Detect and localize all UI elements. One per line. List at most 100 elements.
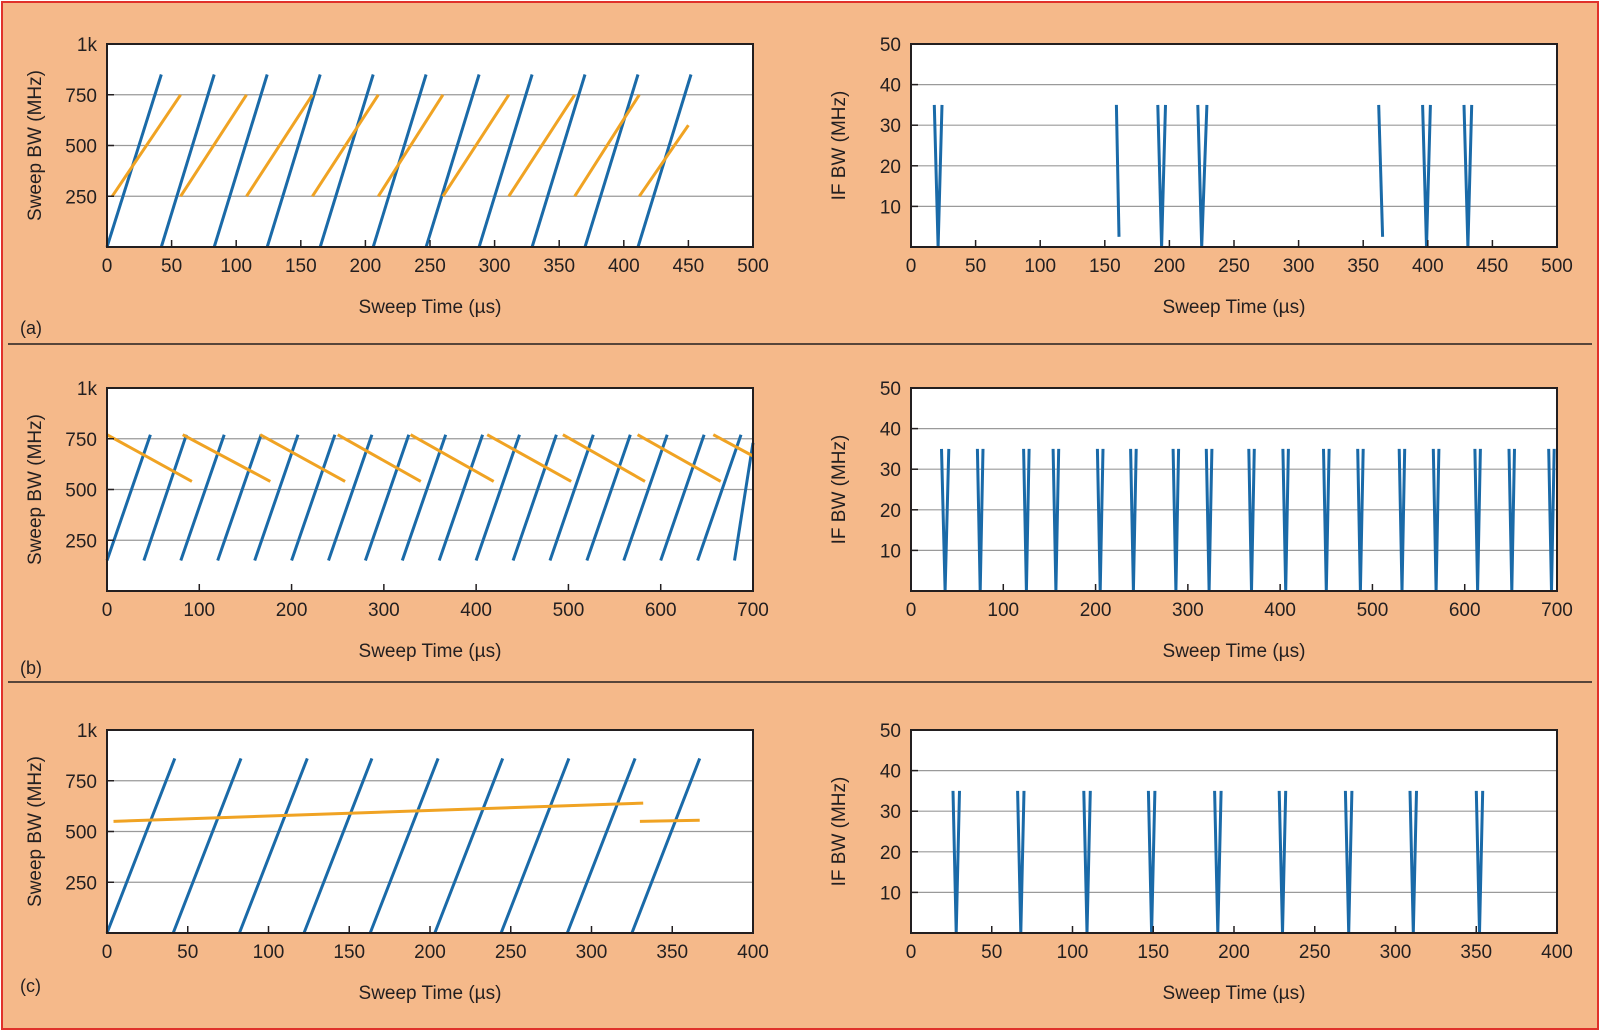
x-tick-label: 500: [737, 256, 769, 277]
x-tick-label: 100: [220, 256, 252, 277]
y-axis-label: Sweep BW (MHz): [25, 414, 46, 565]
y-tick-label: 500: [65, 823, 97, 844]
x-tick-label: 400: [1264, 600, 1296, 621]
y-tick-label: 20: [880, 157, 901, 178]
blue-sweep-trace: [212, 74, 269, 248]
orange-sweep-trace: [245, 93, 314, 198]
x-tick-label: 50: [965, 256, 986, 277]
x-tick-label: 300: [576, 942, 608, 963]
blue-sweep-trace: [530, 74, 587, 248]
y-tick-label: 50: [880, 35, 901, 56]
x-tick-label: 200: [1218, 942, 1250, 963]
x-tick-label: 350: [656, 942, 688, 963]
orange-sweep-trace: [311, 93, 380, 198]
x-tick-label: 300: [479, 256, 511, 277]
y-tick-label: 250: [65, 873, 97, 894]
y-tick-label: 1k: [77, 35, 98, 56]
x-tick-label: 0: [102, 256, 113, 277]
panel-label-a: (a): [20, 318, 42, 338]
x-tick-label: 500: [1541, 256, 1573, 277]
x-tick-label: 350: [1460, 942, 1492, 963]
orange-sweep-trace: [573, 93, 641, 198]
blue-sweep-trace: [696, 434, 743, 561]
blue-sweep-trace: [433, 757, 505, 934]
blue-sweep-trace: [318, 74, 375, 248]
x-tick-label: 50: [161, 256, 182, 277]
x-tick-label: 400: [608, 256, 640, 277]
x-tick-label: 400: [1412, 256, 1444, 277]
x-axis-label: Sweep Time (µs): [1163, 297, 1306, 318]
x-tick-label: 150: [285, 256, 317, 277]
x-tick-label: 100: [1057, 942, 1089, 963]
x-tick-label: 350: [1347, 256, 1379, 277]
y-tick-label: 750: [65, 430, 97, 451]
x-tick-label: 700: [737, 600, 769, 621]
y-axis-label: Sweep BW (MHz): [25, 70, 46, 221]
y-tick-label: 50: [880, 721, 901, 742]
chart-a-left: 0 50 100 150 200 250 300 350 400 450 500 250 500 750 1…: [25, 35, 769, 318]
blue-sweep-trace: [105, 757, 177, 934]
y-tick-label: 750: [65, 772, 97, 793]
x-axis-label: Sweep Time (µs): [1163, 983, 1306, 1004]
chart-b-right: 0 100 200 300 400 500 600 700 10 20 30 40 50 Sweep Ti…: [829, 379, 1573, 662]
blue-sweep-trace: [622, 434, 669, 561]
x-tick-label: 250: [414, 256, 446, 277]
x-tick-label: 100: [1024, 256, 1056, 277]
blue-sweep-trace: [363, 434, 411, 561]
x-tick-label: 250: [1299, 942, 1331, 963]
blue-sweep-trace: [368, 757, 440, 934]
blue-sweep-trace: [659, 434, 706, 561]
blue-sweep-trace: [548, 434, 595, 561]
blue-sweep-trace: [265, 74, 322, 248]
blue-sweep-trace: [179, 434, 226, 561]
orange-sweep-trace: [636, 433, 722, 483]
blue-sweep-trace: [216, 434, 263, 561]
x-tick-label: 500: [1357, 600, 1389, 621]
blue-sweep-trace: [499, 757, 571, 934]
x-tick-label: 600: [1449, 600, 1481, 621]
x-tick-label: 300: [368, 600, 400, 621]
panel-label-c: (c): [20, 976, 41, 996]
plot-frame: [910, 387, 1558, 592]
x-tick-label: 150: [1089, 256, 1121, 277]
x-tick-label: 450: [673, 256, 705, 277]
blue-sweep-trace: [565, 757, 637, 934]
x-tick-label: 0: [906, 600, 917, 621]
x-tick-label: 100: [183, 600, 215, 621]
orange-sweep-trace: [712, 433, 754, 458]
orange-sweep-trace: [562, 433, 646, 483]
orange-sweep-trace: [113, 801, 644, 823]
blue-sweep-trace: [630, 757, 702, 934]
x-tick-label: 350: [543, 256, 575, 277]
panel-label-b: (b): [20, 658, 42, 678]
chart-c-left: 0 50 100 150 200 250 300 350 400 250 500 750 1k Sweep…: [25, 721, 769, 1004]
x-tick-label: 700: [1541, 600, 1573, 621]
orange-sweep-trace: [409, 433, 495, 483]
x-tick-label: 0: [102, 600, 113, 621]
chart-c-right: 0 50 100 150 200 250 300 350 400 10 20 30 40 50 Sweep …: [829, 721, 1573, 1004]
orange-sweep-trace: [507, 93, 576, 198]
blue-sweep-trace: [290, 434, 337, 561]
x-tick-label: 0: [906, 256, 917, 277]
orange-sweep-trace: [181, 433, 272, 483]
orange-sweep-trace: [106, 433, 193, 483]
x-tick-label: 200: [414, 942, 446, 963]
y-axis-label: Sweep BW (MHz): [25, 756, 46, 907]
blue-sweep-trace: [302, 757, 374, 934]
x-tick-label: 150: [1137, 942, 1169, 963]
x-tick-label: 50: [177, 942, 198, 963]
y-tick-label: 40: [880, 76, 901, 97]
blue-sweep-trace: [105, 74, 163, 248]
x-tick-label: 400: [460, 600, 492, 621]
x-tick-label: 100: [253, 942, 285, 963]
y-tick-label: 30: [880, 802, 901, 823]
blue-sweep-trace: [400, 434, 448, 561]
blue-sweep-trace: [253, 434, 300, 561]
orange-sweep-trace: [486, 433, 572, 483]
x-tick-label: 100: [987, 600, 1019, 621]
blue-sweep-trace: [585, 434, 632, 561]
x-tick-label: 450: [1477, 256, 1509, 277]
orange-sweep-trace: [179, 93, 248, 198]
x-tick-label: 200: [350, 256, 382, 277]
